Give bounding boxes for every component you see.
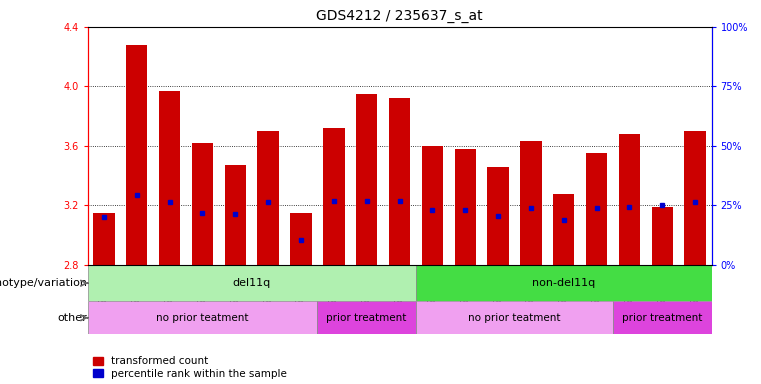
Bar — [487, 167, 509, 265]
Bar — [613, 301, 712, 334]
Bar — [323, 128, 345, 265]
Bar — [416, 301, 613, 334]
Bar — [257, 131, 279, 265]
Text: no prior teatment: no prior teatment — [468, 313, 561, 323]
Bar — [651, 207, 673, 265]
Bar — [553, 194, 575, 265]
Bar — [192, 143, 213, 265]
Bar — [521, 141, 542, 265]
Bar — [224, 165, 246, 265]
Bar — [422, 146, 443, 265]
Text: prior treatment: prior treatment — [326, 313, 407, 323]
Bar — [88, 301, 317, 334]
Title: GDS4212 / 235637_s_at: GDS4212 / 235637_s_at — [317, 9, 482, 23]
Text: no prior teatment: no prior teatment — [156, 313, 249, 323]
Text: other: other — [58, 313, 88, 323]
Text: non-del11q: non-del11q — [532, 278, 595, 288]
Bar — [389, 98, 410, 265]
Legend: transformed count, percentile rank within the sample: transformed count, percentile rank withi… — [93, 356, 288, 379]
Bar — [684, 131, 705, 265]
Text: prior treatment: prior treatment — [622, 313, 702, 323]
Bar — [159, 91, 180, 265]
Bar — [416, 265, 712, 301]
Bar — [454, 149, 476, 265]
Bar — [586, 153, 607, 265]
Bar — [291, 213, 312, 265]
Text: genotype/variation: genotype/variation — [0, 278, 88, 288]
Bar — [356, 94, 377, 265]
Bar — [94, 213, 115, 265]
Bar — [317, 301, 416, 334]
Bar — [126, 45, 148, 265]
Bar — [619, 134, 640, 265]
Text: del11q: del11q — [233, 278, 271, 288]
Bar — [88, 265, 416, 301]
